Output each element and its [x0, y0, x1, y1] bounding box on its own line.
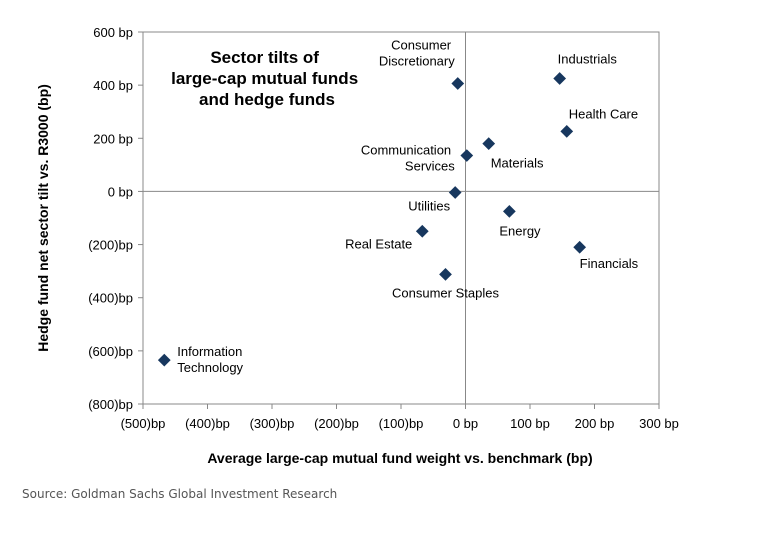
y-tick-label: (600)bp [88, 344, 133, 359]
point-label: Health Care [569, 106, 638, 121]
point [502, 204, 516, 218]
x-tick-label: 200 bp [575, 416, 615, 431]
y-tick-label: (200)bp [88, 238, 133, 253]
x-tick-label: 100 bp [510, 416, 550, 431]
x-tick-label: (100)bp [379, 416, 424, 431]
point-label: Real Estate [345, 236, 412, 251]
x-tick-label: 0 bp [453, 416, 478, 431]
x-tick-label: (200)bp [314, 416, 359, 431]
source: Source: Goldman Sachs Global Investment … [22, 487, 337, 501]
point [573, 240, 587, 254]
point-label: Financials [580, 256, 639, 271]
y-tick-label: (400)bp [88, 291, 133, 306]
x-axis-title: Average large-cap mutual fund weight vs.… [207, 450, 592, 466]
y-tick-label: 600 bp [93, 25, 133, 40]
point-label: Consumer Staples [392, 285, 499, 300]
point [448, 186, 462, 199]
point [553, 72, 567, 85]
point [451, 77, 465, 90]
point-label: Information Technology [177, 344, 246, 375]
point [482, 137, 496, 150]
point-label: Materials [491, 156, 544, 171]
chart-title: Sector tilts of large-cap mutual funds a… [171, 48, 363, 109]
x-tick-label: 300 bp [639, 416, 679, 431]
point-label: Energy [499, 223, 541, 238]
point-label: Communication Services [361, 143, 455, 174]
point [157, 353, 171, 367]
point [460, 149, 474, 162]
point [415, 224, 429, 238]
y-tick-label: 200 bp [93, 131, 133, 146]
point [439, 267, 452, 281]
point [560, 125, 574, 138]
point-label: Utilities [408, 198, 450, 213]
x-tick-label: (400)bp [185, 416, 230, 431]
y-tick-label: 400 bp [93, 78, 133, 93]
y-axis-title: Hedge fund net sector tilt vs. R3000 (bp… [35, 84, 51, 352]
point-label: Industrials [558, 52, 618, 67]
y-tick-label: (800)bp [88, 397, 133, 412]
point-label: Consumer Discretionary [379, 38, 455, 69]
x-tick-label: (500)bp [121, 416, 166, 431]
x-tick-label: (300)bp [250, 416, 295, 431]
y-tick-label: 0 bp [108, 184, 133, 199]
